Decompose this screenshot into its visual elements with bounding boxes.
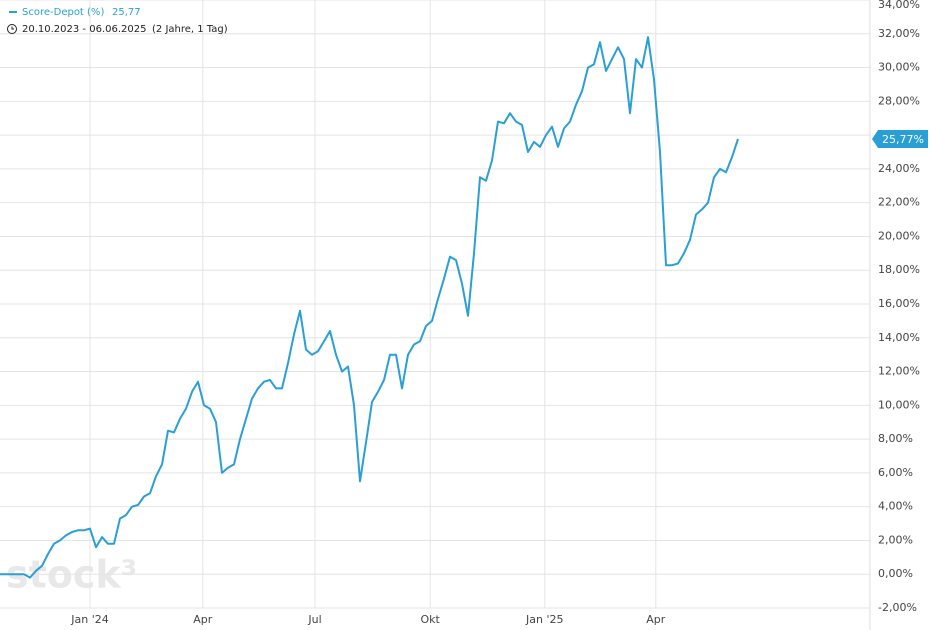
y-tick-label: 8,00%	[878, 432, 913, 445]
period: (2 Jahre, 1 Tag)	[152, 24, 228, 35]
x-tick-label: Jul	[307, 613, 321, 626]
y-tick-label: 0,00%	[878, 567, 913, 580]
y-tick-label: 24,00%	[878, 162, 920, 175]
x-tick-label: Okt	[421, 613, 441, 626]
y-tick-label: 34,00%	[878, 0, 920, 11]
y-tick-label: 14,00%	[878, 331, 920, 344]
y-tick-label: 32,00%	[878, 27, 920, 40]
legend-value: 25,77	[112, 7, 141, 18]
y-tick-label: 10,00%	[878, 398, 920, 411]
grid	[0, 0, 870, 609]
y-tick-label: 6,00%	[878, 466, 913, 479]
y-tick-label: 4,00%	[878, 500, 913, 513]
x-tick-label: Apr	[193, 613, 213, 626]
date-range: 20.10.2023 - 06.06.2025	[22, 24, 146, 35]
y-tick-label: 22,00%	[878, 196, 920, 209]
y-tick-label: 12,00%	[878, 365, 920, 378]
line	[0, 36, 739, 579]
y-tick-label: 18,00%	[878, 263, 920, 276]
x-tick-label: Apr	[646, 613, 666, 626]
value-label: 25,77%	[882, 133, 924, 146]
y-tick-label: 28,00%	[878, 94, 920, 107]
clock-hand	[11, 26, 14, 30]
value-badge	[872, 129, 928, 148]
y-tick-label: 20,00%	[878, 229, 920, 242]
y-tick-label: 30,00%	[878, 61, 920, 74]
clock-icon	[7, 24, 17, 34]
legend-label: Score-Depot (%)	[22, 7, 104, 18]
x-tick-label: Jan '25	[525, 613, 563, 626]
y-tick-label: 16,00%	[878, 297, 920, 310]
x-tick-label: Jan '24	[70, 613, 108, 626]
y-tick-label: 2,00%	[878, 533, 913, 546]
y-tick-label: -2,00%	[878, 601, 917, 614]
legend-swatch	[9, 11, 17, 13]
